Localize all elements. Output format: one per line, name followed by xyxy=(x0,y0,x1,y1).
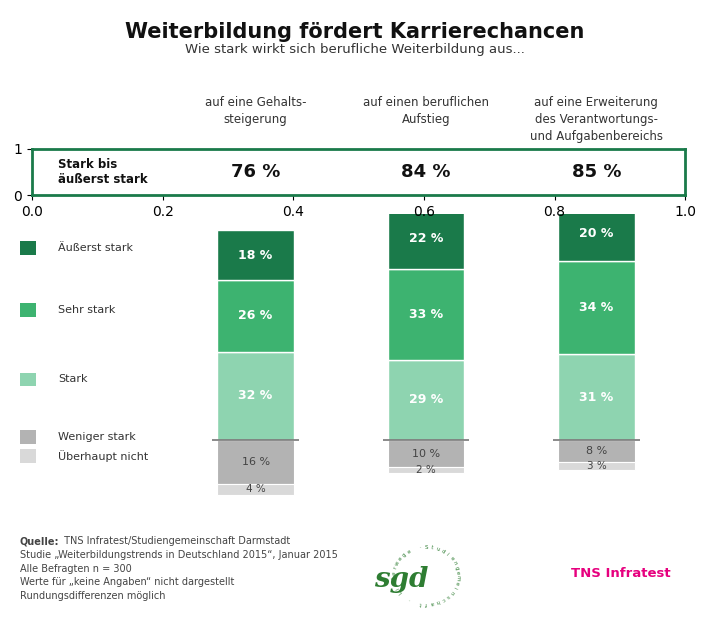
Text: m: m xyxy=(455,575,461,581)
Bar xyxy=(217,352,294,440)
Text: n: n xyxy=(452,560,458,565)
Text: i: i xyxy=(395,586,400,590)
Text: e: e xyxy=(391,571,397,575)
Text: Weiterbildung fördert Karrierechancen: Weiterbildung fördert Karrierechancen xyxy=(125,22,585,42)
Text: t: t xyxy=(419,600,422,606)
Text: 10 %: 10 % xyxy=(412,449,440,459)
Text: e: e xyxy=(454,581,459,585)
Bar xyxy=(388,360,464,440)
Bar xyxy=(388,440,464,467)
Text: 31 %: 31 % xyxy=(579,391,613,404)
Text: Sehr stark: Sehr stark xyxy=(58,305,116,315)
Text: 3 %: 3 % xyxy=(586,461,606,471)
Bar xyxy=(388,269,464,360)
Text: Weniger stark: Weniger stark xyxy=(58,432,136,442)
Text: 34 %: 34 % xyxy=(579,301,613,314)
Text: Studie „Weiterbildungstrends in Deutschland 2015“, Januar 2015: Studie „Weiterbildungstrends in Deutschl… xyxy=(20,550,338,560)
Text: Quelle:: Quelle: xyxy=(20,536,60,546)
Text: a: a xyxy=(430,600,434,606)
Text: u: u xyxy=(435,546,440,552)
Text: e: e xyxy=(393,581,398,585)
Text: 8 %: 8 % xyxy=(586,446,607,456)
Text: sgd: sgd xyxy=(374,566,428,593)
Text: auf eine Gehalts-
steigerung: auf eine Gehalts- steigerung xyxy=(205,96,306,126)
Text: f: f xyxy=(425,601,427,606)
Text: Stark bis
äußerst stark: Stark bis äußerst stark xyxy=(58,158,148,186)
Bar xyxy=(217,231,294,280)
Text: Rundungsdifferenzen möglich: Rundungsdifferenzen möglich xyxy=(20,591,165,601)
Text: 2 %: 2 % xyxy=(416,465,436,475)
Text: TNS Infratest: TNS Infratest xyxy=(572,567,671,580)
Text: g: g xyxy=(454,565,459,570)
Text: s: s xyxy=(444,593,450,599)
Bar xyxy=(558,355,635,440)
Text: Äußerst stark: Äußerst stark xyxy=(58,243,133,253)
Bar xyxy=(558,440,635,462)
Text: auf einen beruflichen
Aufstieg: auf einen beruflichen Aufstieg xyxy=(363,96,489,126)
Text: Alle Befragten n = 300: Alle Befragten n = 300 xyxy=(20,564,131,574)
Text: 4 %: 4 % xyxy=(246,484,266,495)
Text: TNS Infratest/Studiengemeinschaft Darmstadt: TNS Infratest/Studiengemeinschaft Darmst… xyxy=(61,536,290,546)
Text: ·: · xyxy=(419,546,422,551)
Text: 32 %: 32 % xyxy=(239,389,273,402)
Text: 22 %: 22 % xyxy=(409,232,443,245)
Text: 29 %: 29 % xyxy=(409,394,443,406)
Text: 76 %: 76 % xyxy=(231,163,280,181)
Text: L: L xyxy=(398,590,403,595)
Text: Stark: Stark xyxy=(58,374,88,384)
Text: i: i xyxy=(452,586,457,590)
Text: i: i xyxy=(445,552,449,557)
Text: w: w xyxy=(394,560,400,566)
Text: g: g xyxy=(401,552,408,558)
Text: 85 %: 85 % xyxy=(572,163,621,181)
Text: 16 %: 16 % xyxy=(241,457,270,467)
Text: Wie stark wirkt sich berufliche Weiterbildung aus...: Wie stark wirkt sich berufliche Weiterbi… xyxy=(185,43,525,56)
Bar xyxy=(388,208,464,269)
Text: t: t xyxy=(430,545,433,551)
Text: c: c xyxy=(440,596,445,602)
Bar xyxy=(217,440,294,484)
Text: S: S xyxy=(425,545,427,550)
Text: 84 %: 84 % xyxy=(401,163,451,181)
Bar xyxy=(388,467,464,473)
Text: 26 %: 26 % xyxy=(239,309,273,322)
Text: auf eine Erweiterung
des Verantwortungs-
und Aufgabenbereichs: auf eine Erweiterung des Verantwortungs-… xyxy=(530,96,663,143)
Text: n: n xyxy=(449,589,454,595)
Bar xyxy=(217,280,294,352)
Bar xyxy=(558,261,635,355)
Text: e: e xyxy=(455,571,461,575)
Text: 33 %: 33 % xyxy=(409,308,443,321)
Bar xyxy=(217,484,294,495)
Text: d: d xyxy=(440,549,446,555)
Bar xyxy=(558,462,635,470)
Text: 20 %: 20 % xyxy=(579,227,613,240)
Text: f: f xyxy=(392,577,397,579)
Bar xyxy=(558,206,635,261)
Text: e: e xyxy=(398,556,403,561)
Text: ·: · xyxy=(407,596,411,601)
Text: e: e xyxy=(406,549,412,555)
Text: 18 %: 18 % xyxy=(239,249,273,262)
Text: Werte für „keine Angaben“ nicht dargestellt: Werte für „keine Angaben“ nicht dargeste… xyxy=(20,577,234,587)
Text: h: h xyxy=(435,598,440,604)
Text: e: e xyxy=(449,556,454,561)
Text: Überhaupt nicht: Überhaupt nicht xyxy=(58,450,148,462)
Text: r: r xyxy=(393,566,398,570)
Text: TNS: TNS xyxy=(529,569,566,587)
